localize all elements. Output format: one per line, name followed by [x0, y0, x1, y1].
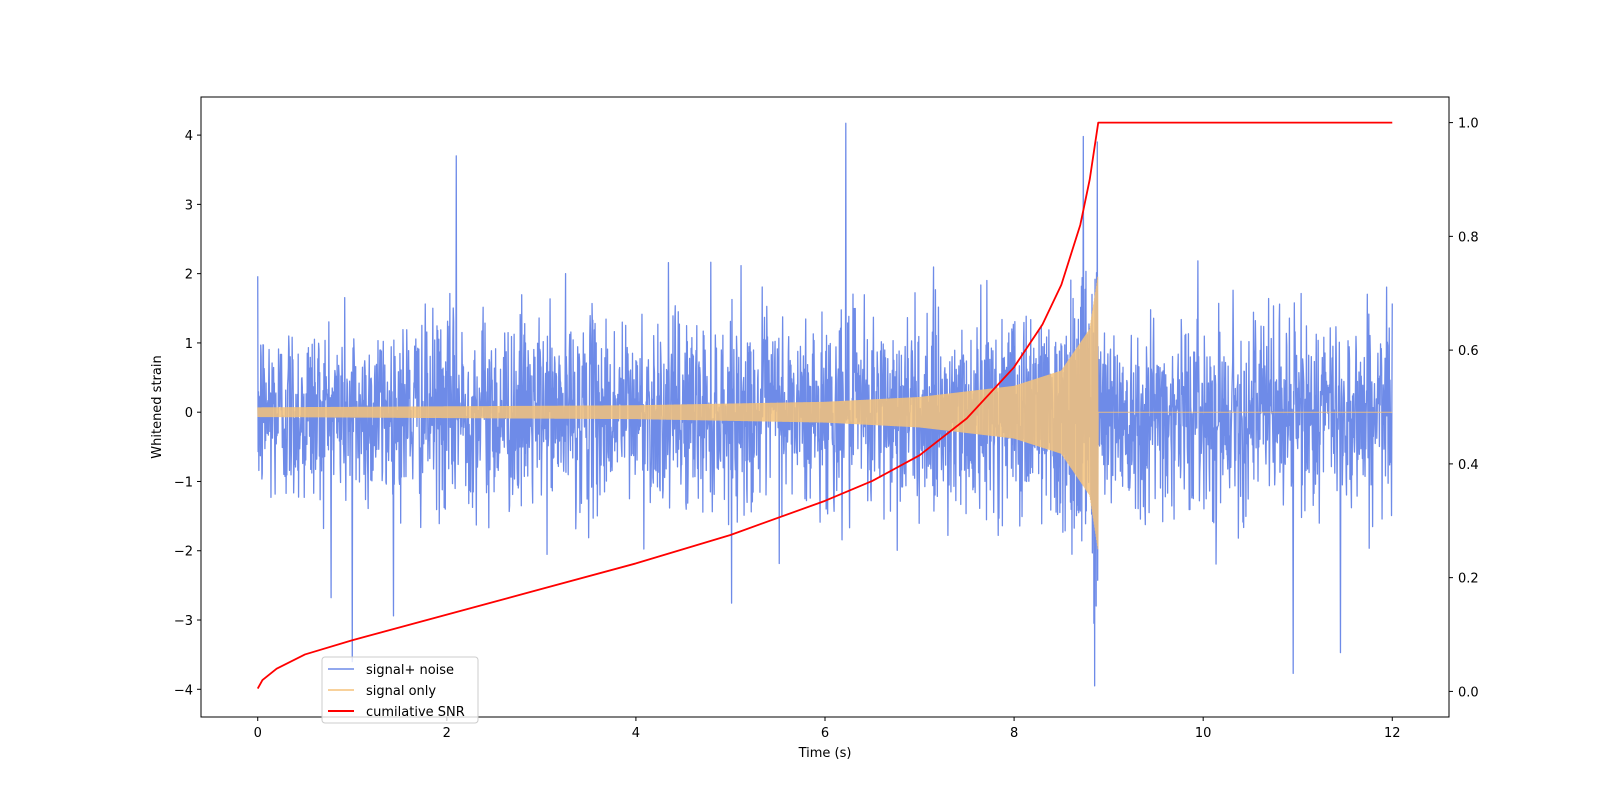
y-right-tick-label: 0.0: [1458, 685, 1479, 700]
y-right-tick-label: 0.2: [1458, 572, 1479, 587]
y-right-tick-label: 0.6: [1458, 344, 1479, 359]
series-line-signal-only: [257, 276, 1393, 550]
plot-area: [256, 121, 1393, 689]
x-tick-label: 0: [254, 726, 262, 741]
y-tick-label: −4: [174, 683, 193, 698]
y-tick-label: 0: [185, 406, 193, 421]
legend-label: signal+ noise: [366, 663, 454, 678]
y-axis-label: Whitened strain: [150, 355, 165, 458]
y-tick-label: −1: [174, 475, 193, 490]
x-tick-label: 4: [632, 726, 640, 741]
legend: signal+ noise signal only cumilative SNR: [321, 656, 479, 724]
legend-box: [321, 656, 479, 724]
y-tick-label: 2: [185, 268, 193, 283]
legend-label: signal only: [366, 684, 436, 699]
y-tick-label: −3: [174, 614, 193, 629]
y-tick-label: 1: [185, 337, 193, 352]
x-axis-label: Time (s): [798, 746, 852, 761]
y-tick-label: −2: [174, 545, 193, 560]
x-tick-label: 6: [821, 726, 829, 741]
x-tick-label: 10: [1195, 726, 1212, 741]
x-tick-label: 2: [443, 726, 451, 741]
y-right-tick-label: 1.0: [1458, 117, 1479, 132]
y-right-tick-label: 0.8: [1458, 230, 1479, 245]
series-line-signal-noise: [257, 122, 1393, 687]
x-tick-label: 12: [1384, 726, 1401, 741]
series-line-cumulative-snr: [256, 121, 1393, 689]
legend-label: cumilative SNR: [366, 705, 465, 720]
y-right-tick-label: 0.4: [1458, 458, 1479, 473]
x-tick-label: 8: [1010, 726, 1018, 741]
y-tick-label: 3: [185, 198, 193, 213]
y-tick-label: 4: [185, 129, 193, 144]
